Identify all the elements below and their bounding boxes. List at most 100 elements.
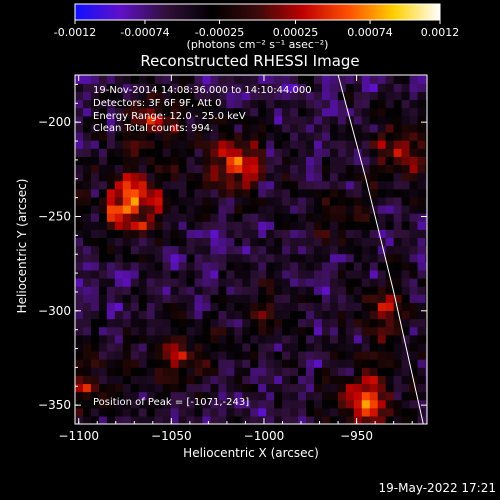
heatmap-cell: [345, 196, 355, 206]
heatmap-cell: [353, 253, 363, 263]
heatmap-cell: [401, 277, 411, 287]
heatmap-cell: [162, 383, 172, 393]
heatmap-cell: [306, 399, 315, 409]
heatmap-cell: [393, 91, 403, 101]
heatmap-cell: [393, 399, 403, 409]
heatmap-cell: [202, 375, 212, 385]
heatmap-cell: [210, 277, 219, 287]
heatmap-cell: [290, 221, 299, 230]
heatmap-cell: [138, 131, 148, 141]
heatmap-cell: [337, 375, 347, 385]
heatmap-cell: [90, 164, 100, 174]
heatmap-cell: [218, 221, 227, 230]
heatmap-cell: [210, 245, 219, 255]
heatmap-cell: [417, 140, 427, 149]
heatmap-cell: [250, 277, 259, 287]
heatmap-cell: [377, 221, 387, 230]
heatmap-cell: [353, 140, 363, 149]
heatmap-cell: [329, 115, 339, 125]
heatmap-cell: [274, 245, 283, 255]
heatmap-cell: [393, 180, 403, 190]
heatmap-cell: [361, 391, 371, 401]
heatmap-cell: [122, 359, 132, 368]
heatmap-cell: [266, 123, 275, 133]
heatmap-cell: [170, 196, 180, 206]
heatmap-cell: [138, 286, 148, 295]
heatmap-cell: [154, 399, 164, 409]
heatmap-cell: [114, 172, 124, 182]
heatmap-cell: [361, 172, 371, 182]
heatmap-cell: [385, 131, 395, 141]
heatmap-cell: [250, 350, 259, 360]
heatmap-cell: [258, 140, 267, 149]
heatmap-cell: [186, 326, 196, 336]
heatmap-cell: [242, 261, 251, 271]
heatmap-cell: [82, 277, 92, 287]
heatmap-cell: [226, 123, 235, 133]
heatmap-cell: [170, 221, 180, 230]
heatmap-cell: [306, 83, 315, 93]
heatmap-cell: [154, 277, 164, 287]
heatmap-cell: [298, 156, 307, 166]
heatmap-cell: [266, 342, 275, 352]
heatmap-cell: [290, 342, 299, 352]
heatmap-cell: [218, 383, 227, 393]
heatmap-cell: [306, 140, 315, 149]
heatmap-cell: [266, 140, 275, 149]
heatmap-cell: [178, 342, 188, 352]
heatmap-cell: [75, 399, 84, 409]
heatmap-cell: [377, 375, 387, 385]
heatmap-cell: [130, 221, 140, 230]
heatmap-cell: [170, 302, 180, 312]
heatmap-cell: [162, 326, 172, 336]
heatmap-cell: [306, 229, 315, 239]
heatmap-cell: [186, 99, 196, 109]
heatmap-cell: [393, 391, 403, 401]
heatmap-cell: [417, 196, 427, 206]
heatmap-cell: [146, 367, 156, 376]
heatmap-cell: [162, 310, 172, 320]
heatmap-cell: [202, 294, 212, 303]
heatmap-cell: [385, 253, 395, 263]
heatmap-cell: [250, 107, 259, 117]
heatmap-cell: [321, 334, 331, 344]
heatmap-cell: [393, 383, 403, 393]
heatmap-cell: [298, 229, 307, 239]
heatmap-cell: [122, 269, 132, 279]
heatmap-cell: [313, 277, 323, 287]
heatmap-cell: [226, 83, 235, 93]
heatmap-cell: [274, 294, 283, 303]
heatmap-cell: [234, 253, 243, 263]
heatmap-cell: [98, 350, 108, 360]
heatmap-cell: [178, 277, 188, 287]
heatmap-cell: [194, 99, 204, 109]
heatmap-cell: [90, 334, 100, 344]
heatmap-cell: [266, 237, 275, 247]
heatmap-cell: [178, 91, 188, 101]
heatmap-cell: [234, 140, 243, 149]
heatmap-cell: [170, 180, 180, 190]
heatmap-cell: [82, 286, 92, 295]
heatmap-cell: [409, 131, 419, 141]
heatmap-cell: [130, 367, 140, 376]
heatmap-cell: [194, 286, 204, 295]
heatmap-cell: [202, 204, 212, 214]
heatmap-cell: [353, 196, 363, 206]
heatmap-cell: [282, 383, 291, 393]
heatmap-cell: [353, 131, 363, 141]
heatmap-cell: [377, 294, 387, 303]
heatmap-cell: [369, 302, 379, 312]
heatmap-cell: [377, 164, 387, 174]
heatmap-cell: [250, 383, 259, 393]
heatmap-cell: [106, 342, 116, 352]
heatmap-cell: [75, 277, 84, 287]
heatmap-cell: [369, 261, 379, 271]
heatmap-cell: [361, 196, 371, 206]
heatmap-cell: [266, 302, 275, 312]
heatmap-cell: [250, 399, 259, 409]
heatmap-cell: [282, 99, 291, 109]
heatmap-cell: [146, 407, 156, 417]
heatmap-cell: [417, 221, 427, 230]
heatmap-cell: [385, 302, 395, 312]
heatmap-cell: [194, 245, 204, 255]
